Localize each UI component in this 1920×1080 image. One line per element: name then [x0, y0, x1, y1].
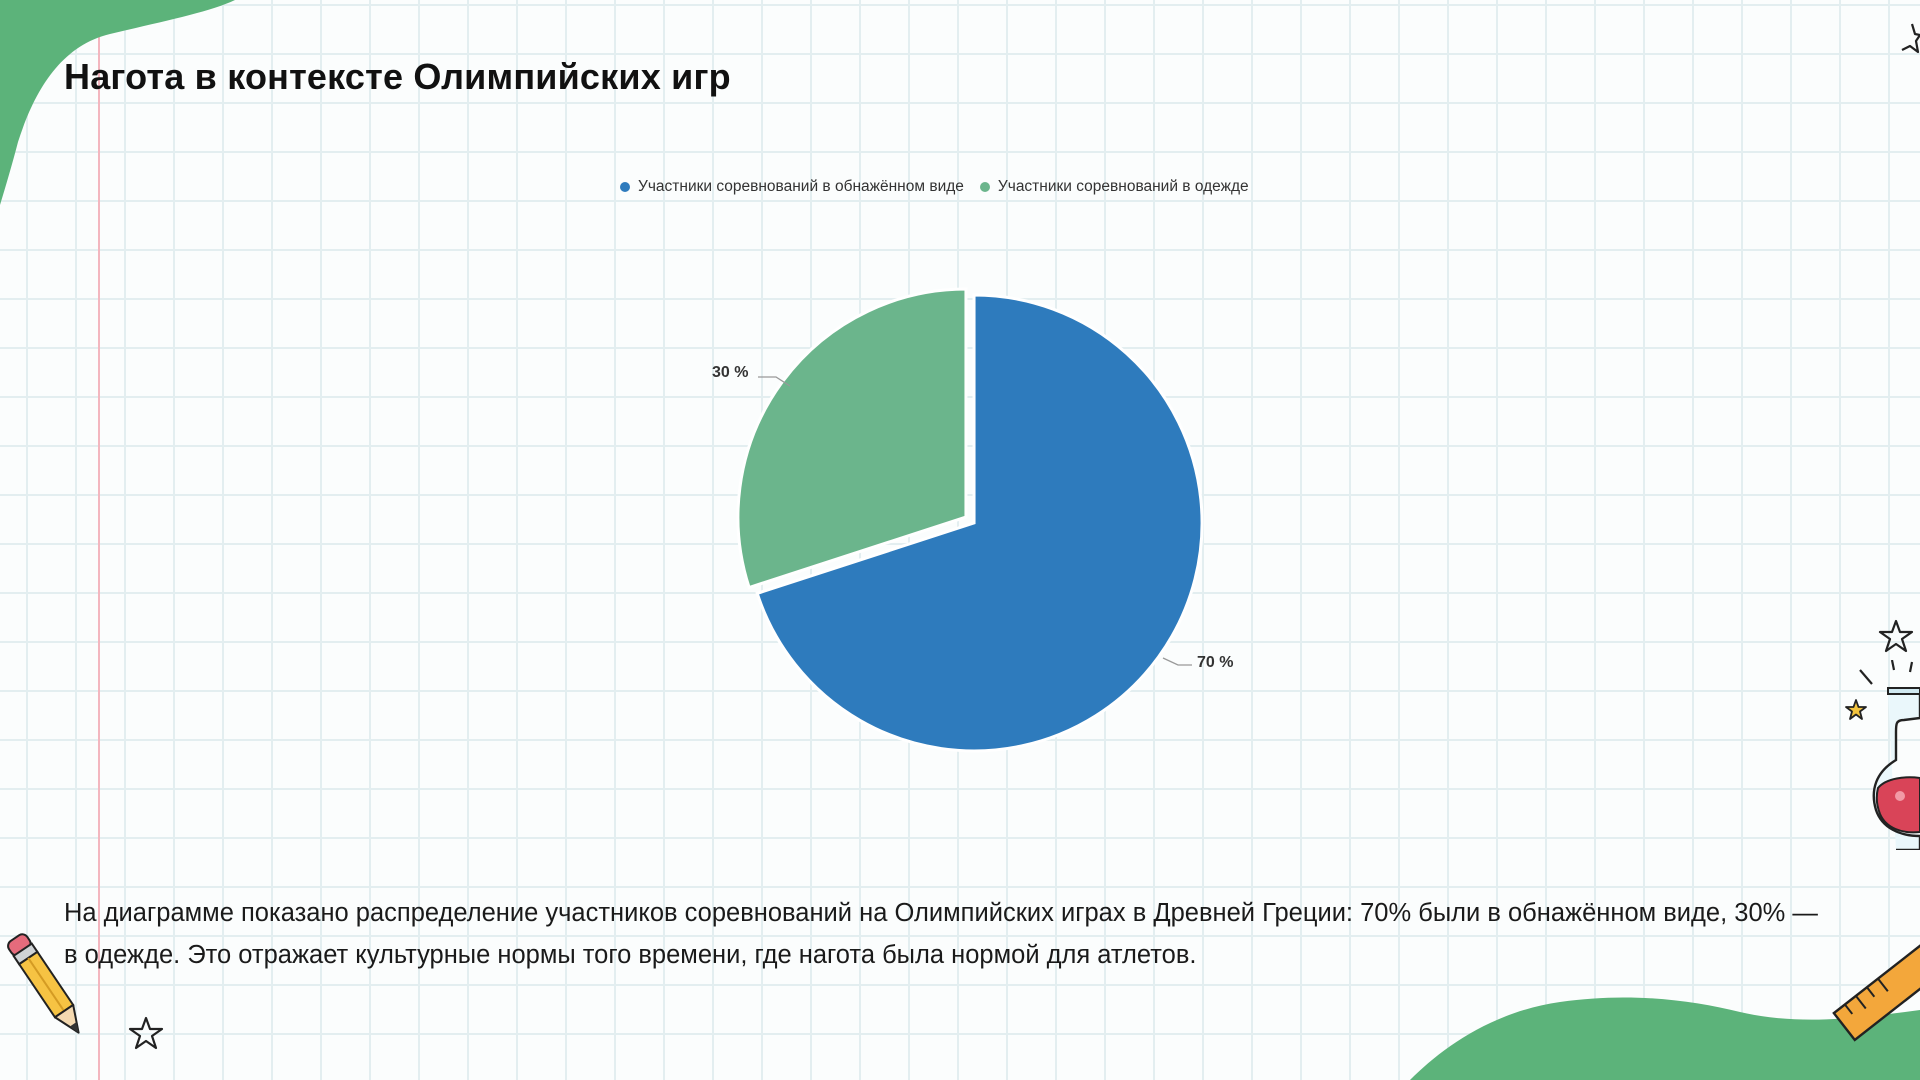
slide-title: Нагота в контексте Олимпийских игр [64, 56, 731, 97]
legend-swatch-clothed [979, 182, 990, 192]
legend-item-clothed: Участники соревнований в одежде [979, 178, 1249, 196]
data-label-nude: 70 % [1197, 654, 1234, 671]
legend-swatch-nude [620, 182, 630, 192]
green-blob-top-left [0, 0, 235, 205]
chart-description: На диаграмме показано распределение учас… [64, 899, 1818, 969]
star-icon [1845, 699, 1867, 720]
green-blob-bottom-right [1410, 997, 1920, 1080]
pie-chart [736, 287, 1204, 753]
star-icon [1901, 23, 1920, 54]
pie-slice-clothed [736, 287, 968, 590]
star-icon [1878, 619, 1914, 653]
legend-label-clothed: Участники соревнований в одежде [997, 178, 1249, 195]
notebook-margin-line [98, 0, 100, 1080]
legend-label-nude: Участники соревнований в обнажённом виде [638, 178, 964, 195]
ruler-icon [1832, 943, 1920, 1042]
star-icon [128, 1016, 164, 1050]
pencil-icon [7, 933, 80, 1034]
flask-icon [1859, 660, 1920, 850]
legend-item-nude: Участники соревнований в обнажённом виде [620, 178, 964, 196]
chart-legend: Участники соревнований в обнажённом виде… [620, 178, 1340, 196]
data-label-clothed: 30 % [712, 364, 749, 381]
pie-slice-nude [755, 293, 1204, 753]
